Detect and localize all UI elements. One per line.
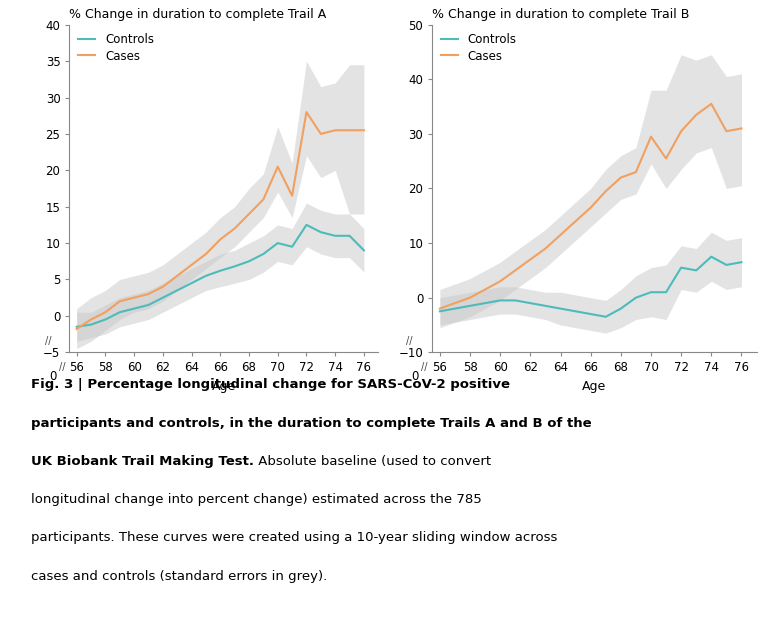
Text: longitudinal change into percent change) estimated across the 785: longitudinal change into percent change)… — [31, 493, 482, 506]
Text: cases and controls (standard errors in grey).: cases and controls (standard errors in g… — [31, 570, 327, 583]
Legend: Controls, Cases: Controls, Cases — [438, 31, 519, 65]
Text: Fig. 3 | Percentage longitudinal change for SARS-CoV-2 positive: Fig. 3 | Percentage longitudinal change … — [31, 378, 510, 391]
X-axis label: Age: Age — [212, 380, 236, 393]
Text: //: // — [59, 362, 65, 372]
Text: //: // — [45, 336, 51, 345]
X-axis label: Age: Age — [582, 380, 607, 393]
Text: participants and controls, in the duration to complete Trails A and B of the: participants and controls, in the durati… — [31, 417, 591, 430]
Text: 0: 0 — [49, 370, 56, 383]
Text: 0: 0 — [411, 370, 418, 383]
Text: % Change in duration to complete Trail B: % Change in duration to complete Trail B — [432, 8, 689, 21]
Text: Absolute baseline (used to convert: Absolute baseline (used to convert — [254, 455, 491, 468]
Text: //: // — [421, 362, 428, 372]
Text: participants. These curves were created using a 10-year sliding window across: participants. These curves were created … — [31, 531, 557, 544]
Text: //: // — [406, 336, 413, 345]
Legend: Controls, Cases: Controls, Cases — [76, 31, 156, 65]
Text: UK Biobank Trail Making Test.: UK Biobank Trail Making Test. — [31, 455, 254, 468]
Text: % Change in duration to complete Trail A: % Change in duration to complete Trail A — [69, 8, 327, 21]
